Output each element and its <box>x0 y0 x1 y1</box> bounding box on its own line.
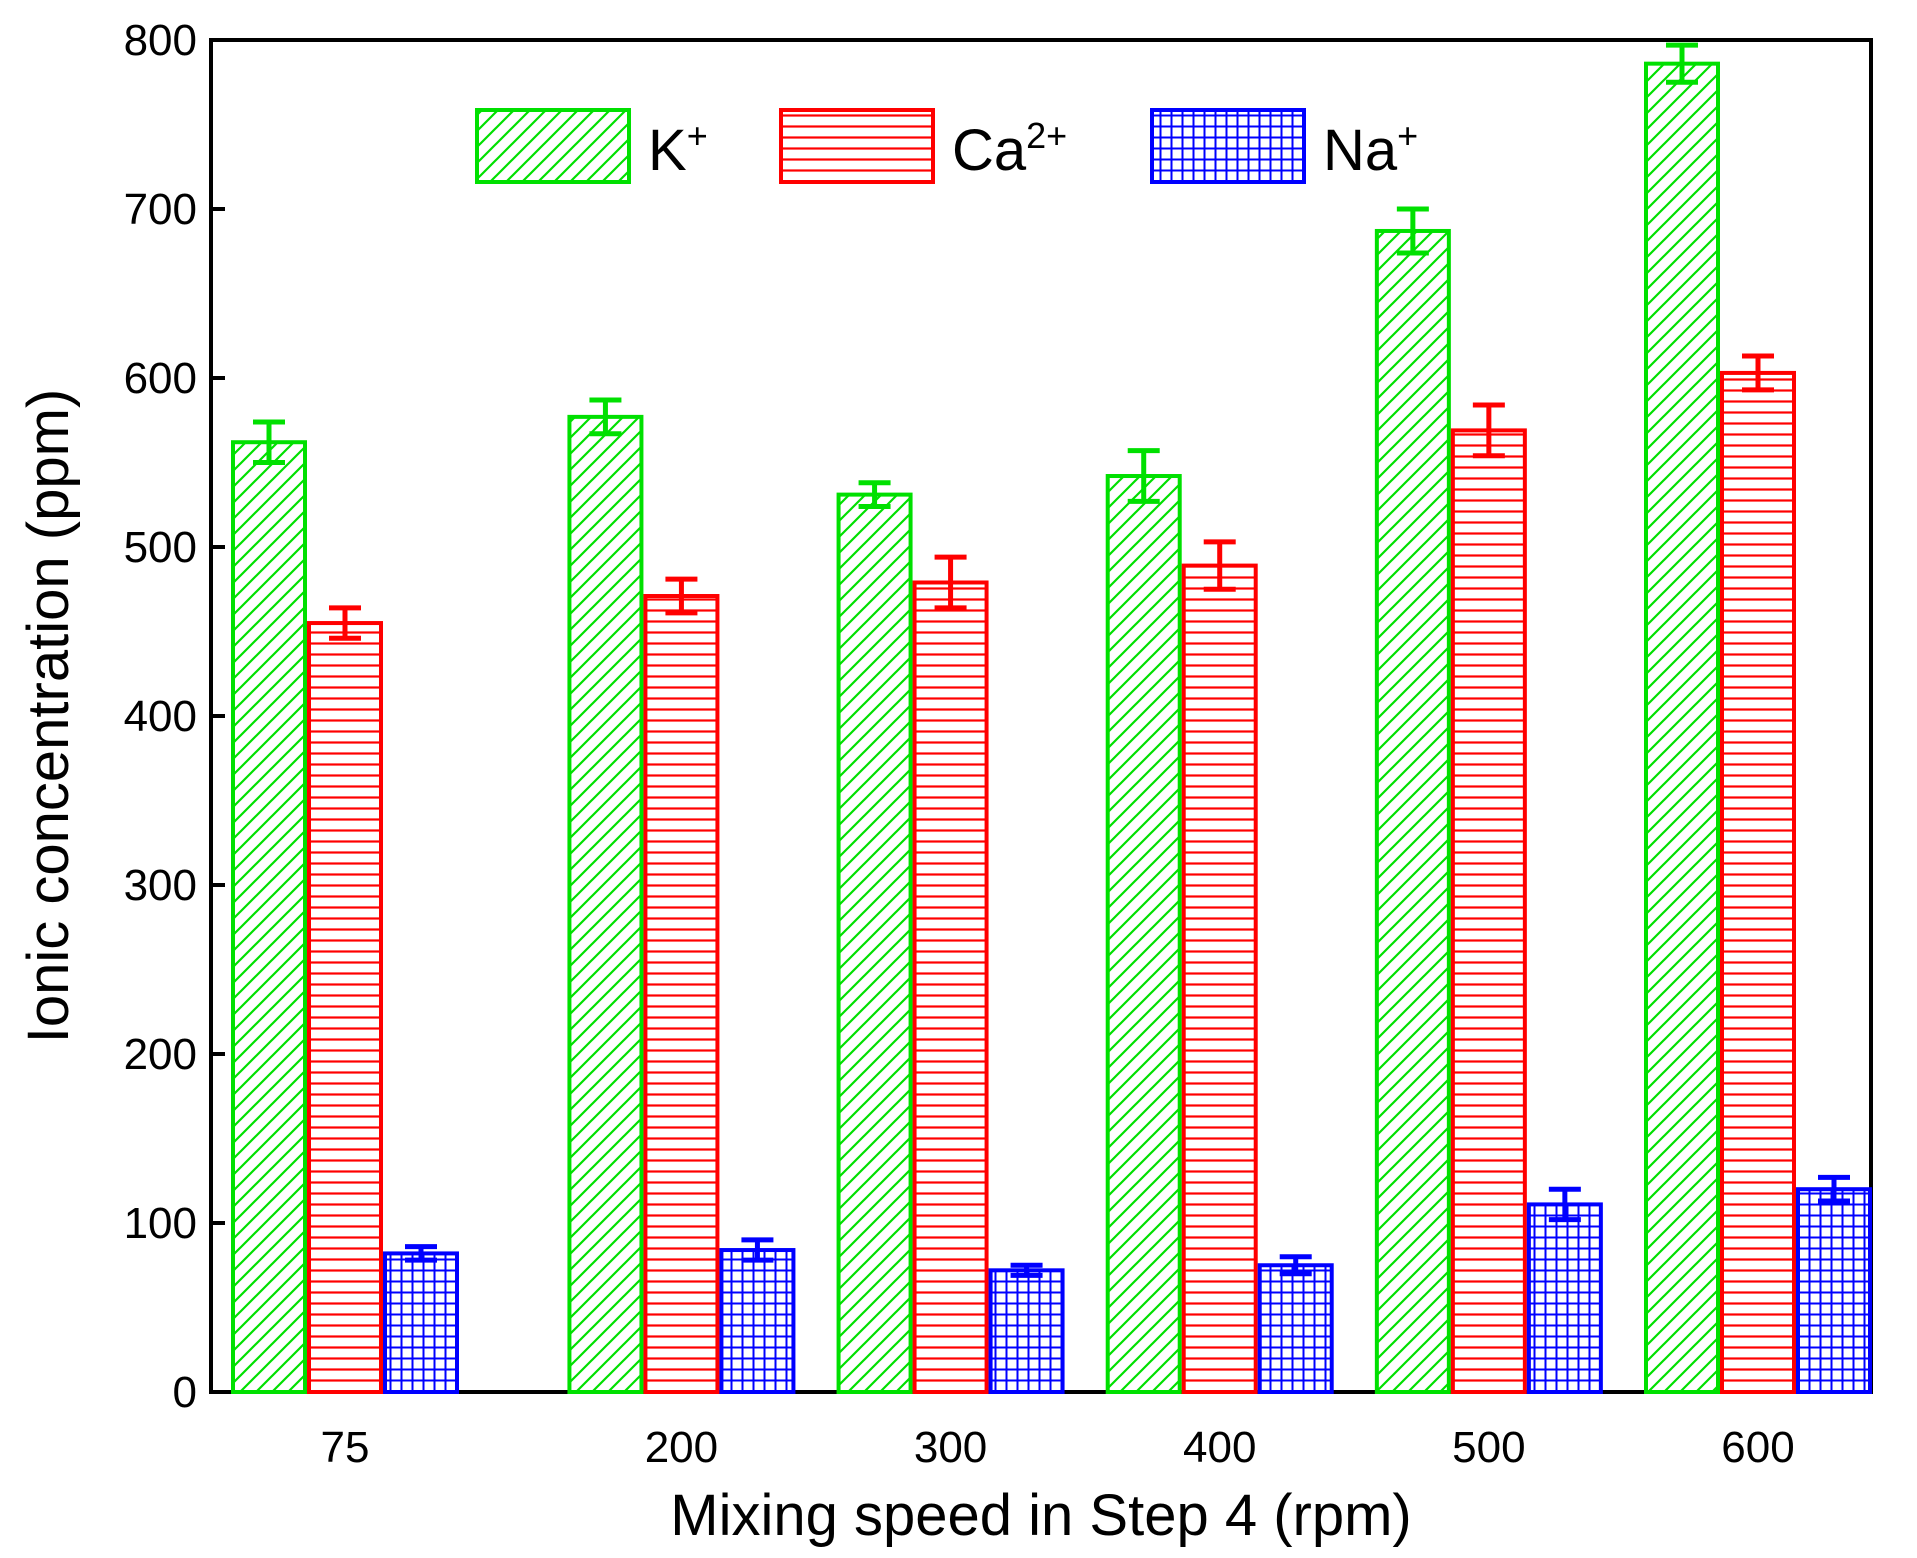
y-tick-label-300: 300 <box>124 861 197 910</box>
x-tick-label-500: 500 <box>1452 1423 1525 1472</box>
error-bar-na-500 <box>1548 1186 1581 1223</box>
legend-label-na: Na+ <box>1323 115 1418 183</box>
x-tick-label-400: 400 <box>1183 1423 1256 1472</box>
y-axis-title: Ionic concentration (ppm) <box>16 389 81 1043</box>
bar-ca-600 <box>1720 370 1796 1394</box>
y-tick-label-200: 200 <box>124 1030 197 1079</box>
error-bar-ca-300 <box>934 554 967 611</box>
y-tick-label-400: 400 <box>124 692 197 741</box>
y-tick-label-0: 0 <box>173 1368 197 1417</box>
legend-swatch-k <box>475 108 631 184</box>
error-bar-k-400 <box>1127 448 1160 504</box>
legend-swatch-na <box>1150 108 1306 184</box>
bar-ca-500 <box>1450 428 1527 1394</box>
x-tick-label-600: 600 <box>1721 1423 1794 1472</box>
x-axis: 75 200 300 400 500 600 <box>321 1423 1795 1472</box>
bar-na-300 <box>988 1268 1065 1394</box>
bar-ca-75 <box>307 621 383 1394</box>
y-tick-label-700: 700 <box>124 185 197 234</box>
x-tick-label-300: 300 <box>914 1423 987 1472</box>
bar-ca-200 <box>643 594 720 1394</box>
error-bar-k-200 <box>589 397 622 437</box>
bar-k-200 <box>567 414 644 1394</box>
bar-k-300 <box>836 492 913 1394</box>
error-bar-k-500 <box>1396 206 1429 256</box>
error-bar-na-600 <box>1818 1174 1850 1204</box>
bar-k-75 <box>231 440 307 1395</box>
bar-na-500 <box>1526 1202 1603 1395</box>
error-bar-ca-400 <box>1203 539 1236 592</box>
legend-label-k: K+ <box>648 115 708 183</box>
error-bar-ca-200 <box>665 576 698 616</box>
y-tick-label-100: 100 <box>124 1199 197 1248</box>
plot-frame <box>209 38 1873 1394</box>
bar-na-400 <box>1257 1263 1334 1394</box>
y-axis: 0 100 200 300 400 500 600 700 800 <box>124 16 225 1417</box>
error-bar-k-600 <box>1666 42 1698 85</box>
bar-ca-400 <box>1181 563 1258 1394</box>
x-tick-label-200: 200 <box>645 1423 718 1472</box>
bars-layer <box>231 61 1872 1395</box>
legend-swatch-ca <box>779 108 935 184</box>
error-bar-ca-500 <box>1472 402 1505 459</box>
y-tick-label-600: 600 <box>124 354 197 403</box>
x-axis-title: Mixing speed in Step 4 (rpm) <box>670 1483 1411 1548</box>
bar-k-400 <box>1105 474 1182 1394</box>
error-bar-na-400 <box>1279 1254 1312 1277</box>
legend-label-ca: Ca2+ <box>952 115 1067 183</box>
error-bar-na-75 <box>405 1244 437 1263</box>
error-bar-ca-75 <box>329 605 361 641</box>
y-tick-label-800: 800 <box>124 16 197 65</box>
bar-na-75 <box>383 1251 459 1395</box>
y-tick-label-500: 500 <box>124 523 197 572</box>
bar-na-600 <box>1796 1187 1872 1394</box>
error-bar-na-300 <box>1010 1262 1043 1278</box>
legend: K+ Ca2+ Na+ <box>475 108 1418 184</box>
bar-ca-300 <box>912 580 989 1394</box>
error-bar-ca-600 <box>1742 353 1774 393</box>
error-bar-k-75 <box>253 419 285 465</box>
bar-k-500 <box>1374 228 1451 1395</box>
error-bars-layer <box>253 42 1850 1278</box>
bar-k-600 <box>1644 61 1720 1394</box>
x-tick-label-75: 75 <box>321 1423 370 1472</box>
error-bar-k-300 <box>858 480 891 509</box>
bar-na-200 <box>719 1248 796 1395</box>
error-bar-na-200 <box>741 1237 774 1263</box>
